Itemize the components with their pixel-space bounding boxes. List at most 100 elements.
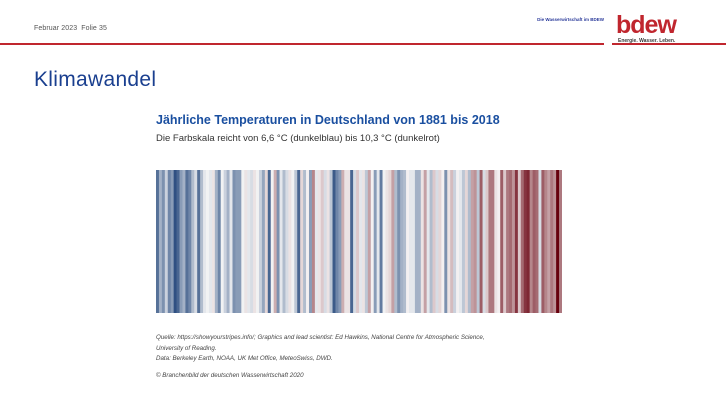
stripe-1991: [479, 170, 483, 313]
stripe-1983: [456, 170, 460, 313]
stripe-2012: [541, 170, 545, 313]
stripe-1899: [208, 170, 213, 313]
stripe-1993: [485, 170, 489, 313]
stripe-1976: [435, 170, 439, 313]
stripe-1937: [320, 170, 325, 313]
stripe-1922: [276, 170, 280, 313]
logo-claim: Energie. Wasser. Leben.: [618, 38, 676, 44]
stripe-1953: [367, 170, 372, 313]
stripe-1931: [303, 170, 307, 313]
stripe-1921: [273, 170, 277, 313]
stripe-2010: [535, 170, 539, 313]
stripe-1936: [317, 170, 322, 313]
stripe-1975: [432, 170, 436, 313]
stripe-1990: [476, 170, 480, 313]
warming-stripes-figure: Jährliche Temperaturen in Deutschland vo…: [156, 113, 562, 385]
stripe-1891: [185, 170, 189, 313]
stripe-1897: [203, 170, 207, 313]
stripe-1927: [291, 170, 295, 313]
stripe-1944: [341, 170, 345, 313]
header-date: Februar 2023: [34, 25, 78, 32]
stripe-2014: [547, 170, 551, 313]
stripe-1895: [197, 170, 201, 313]
stripe-1911: [244, 170, 248, 313]
stripe-1954: [370, 170, 375, 313]
stripe-1970: [417, 170, 422, 313]
figure-source: Quelle: https://showyourstripes.info/; G…: [156, 333, 485, 365]
stripe-1905: [226, 170, 230, 313]
stripe-1967: [409, 170, 413, 313]
page-title: Klimawandel: [34, 68, 157, 91]
stripe-1987: [467, 170, 472, 313]
stripe-1900: [211, 170, 216, 313]
stripe-1992: [482, 170, 486, 313]
stripe-1957: [379, 170, 383, 313]
stripe-1919: [267, 170, 272, 313]
stripe-1908: [235, 170, 239, 313]
stripe-2008: [529, 170, 533, 313]
header-tagline: Die Wasserwirtschaft im BDEW: [537, 17, 604, 22]
figure-copyright: © Branchenbild der deutschen Wasserwirts…: [156, 372, 304, 379]
stripe-2004: [517, 170, 522, 313]
stripe-1940: [329, 170, 333, 313]
stripe-2015: [550, 170, 554, 313]
stripe-1933: [308, 170, 313, 313]
stripe-1903: [220, 170, 225, 313]
stripe-2000: [506, 170, 510, 313]
stripe-1941: [332, 170, 336, 313]
stripe-1924: [282, 170, 286, 313]
stripe-1995: [491, 170, 495, 313]
stripe-1928: [294, 170, 298, 313]
stripe-1989: [473, 170, 478, 313]
stripe-1947: [350, 170, 354, 313]
stripe-1910: [241, 170, 245, 313]
stripe-1929: [297, 170, 301, 313]
stripe-1966: [406, 170, 410, 313]
stripe-1974: [429, 170, 433, 313]
header-divider-left: [0, 43, 604, 45]
stripe-1965: [403, 170, 407, 313]
stripe-1982: [453, 170, 457, 313]
stripe-1939: [326, 170, 330, 313]
bdew-logo: bdew: [616, 11, 678, 38]
stripe-1964: [400, 170, 404, 313]
header-divider-right: [612, 43, 726, 45]
stripe-1999: [503, 170, 507, 313]
stripe-1896: [200, 170, 204, 313]
stripe-1890: [182, 170, 186, 313]
figure-subtitle: Die Farbskala reicht von 6,6 °C (dunkelb…: [156, 133, 440, 144]
stripe-1935: [314, 170, 319, 313]
stripe-1951: [361, 170, 366, 313]
stripe-2018: [559, 170, 562, 313]
stripe-1887: [173, 170, 177, 313]
source-line-2: University of Reading.: [156, 344, 217, 352]
stripe-1942: [335, 170, 339, 313]
stripe-1945: [344, 170, 348, 313]
header-slide-label: Folie 35: [81, 25, 107, 32]
stripe-1978: [441, 170, 445, 313]
stripe-1913: [250, 170, 254, 313]
stripe-1917: [261, 170, 266, 313]
stripe-1980: [447, 170, 451, 313]
source-line-1: Quelle: https://showyourstripes.info/; G…: [156, 334, 485, 341]
stripe-1914: [253, 170, 257, 313]
stripe-1930: [300, 170, 304, 313]
stripe-1912: [247, 170, 251, 313]
stripe-1950: [359, 170, 363, 313]
logo-text: bdew: [616, 11, 677, 38]
stripes-svg: [156, 170, 562, 313]
stripe-1986: [464, 170, 469, 313]
stripe-1907: [232, 170, 236, 313]
header-meta: Februar 2023 Folie 35: [34, 25, 107, 32]
stripe-1948: [353, 170, 357, 313]
stripe-1979: [444, 170, 448, 313]
stripe-1960: [388, 170, 392, 313]
stripe-1932: [306, 170, 310, 313]
stripe-2007: [526, 170, 530, 313]
stripe-1961: [391, 170, 395, 313]
stripe-1889: [179, 170, 183, 313]
stripe-1892: [188, 170, 192, 313]
stripe-1909: [238, 170, 242, 313]
stripe-1985: [461, 170, 466, 313]
